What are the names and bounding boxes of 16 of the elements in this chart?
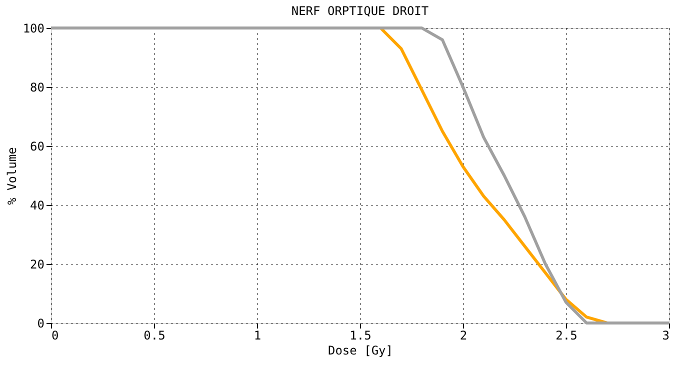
y-tick-label: 40 <box>30 198 44 212</box>
y-tick-label: 100 <box>22 22 44 36</box>
y-axis-title: % Volume <box>4 147 19 205</box>
chart-title: NERF ORPTIQUE DROIT <box>291 4 429 18</box>
y-tick-label: 60 <box>30 140 44 154</box>
y-tick-label: 80 <box>30 80 44 94</box>
x-tick-label: 0 <box>52 328 59 342</box>
x-tick-label: 0.5 <box>144 328 166 342</box>
x-tick-label: 2.5 <box>556 328 578 342</box>
x-tick-label: 2 <box>460 328 468 342</box>
y-tick-label: 20 <box>30 258 44 272</box>
x-axis-title: Dose [Gy] <box>328 344 394 358</box>
x-tick-label: 3 <box>662 328 670 342</box>
x-tick-label: 1.5 <box>350 328 372 342</box>
y-tick-label: 0 <box>37 316 44 330</box>
x-tick-label: 1 <box>254 328 262 342</box>
